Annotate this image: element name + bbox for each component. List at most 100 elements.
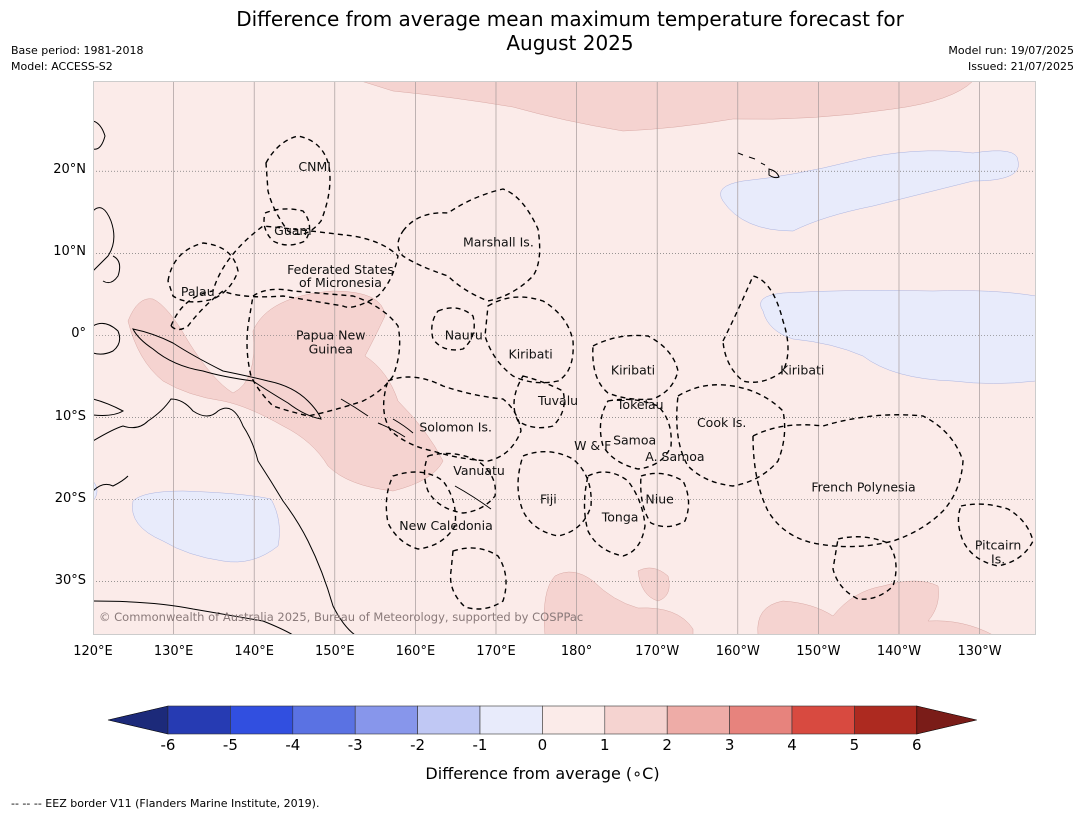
anomaly-cool-coralsea	[132, 490, 280, 563]
colorbar-segment	[666, 705, 730, 735]
longitude-tick-label: 170°E	[476, 644, 516, 659]
colorbar-segment	[230, 705, 294, 735]
new-caledonia	[454, 485, 492, 510]
colorbar-segment	[167, 705, 231, 735]
colorbar-tick-label: -3	[348, 736, 363, 754]
longitude-tick-label: 160°E	[395, 644, 436, 659]
eez-tuvalu	[513, 375, 565, 429]
solomon-islands	[340, 398, 414, 438]
eez-new-caledonia	[385, 471, 457, 550]
region-label: French Polynesia	[811, 479, 915, 494]
eez-solomon	[383, 376, 522, 462]
eez-palau	[167, 242, 239, 303]
region-label: Is.	[991, 551, 1005, 566]
eez-borders	[167, 135, 1034, 610]
region-label: W & F	[574, 438, 611, 453]
colorbar-segment	[354, 705, 418, 735]
longitude-tick-label: 140°W	[876, 644, 922, 659]
longitude-tick-label: 150°E	[315, 644, 355, 659]
colorbar-segment	[417, 705, 481, 735]
eez-pitcairn	[957, 503, 1034, 567]
region-label: Solomon Is.	[419, 419, 492, 434]
new-guinea-coastline	[132, 328, 322, 420]
eez-tokelau-samoa	[599, 398, 672, 470]
map-frame	[93, 81, 1036, 635]
colorbar-tick-label: 0	[538, 736, 548, 754]
anomaly-cool-north	[720, 150, 1019, 232]
meta-left: Base period: 1981-2018 Model: ACCESS-S2	[11, 43, 143, 75]
colorbar-segment	[292, 705, 356, 735]
eez-fiji	[517, 451, 592, 537]
longitude-tick-label: 120°E	[73, 644, 113, 659]
region-label: Palau	[181, 284, 215, 299]
colorbar-tick-label: -4	[285, 736, 300, 754]
colorbar-tick-label: -2	[410, 736, 425, 754]
region-label: Guam	[274, 223, 311, 238]
colorbar-segment	[729, 705, 793, 735]
colorbar-tick-label: -5	[223, 736, 238, 754]
region-label: Kiribati	[780, 363, 824, 378]
eez-south-loop	[449, 547, 507, 610]
region-label: Kiribati	[509, 346, 553, 361]
region-label: Niue	[645, 492, 674, 507]
anomaly-warm-png	[127, 290, 444, 492]
latitude-tick-label: 20°S	[54, 490, 86, 506]
region-label: Tokelau	[616, 397, 664, 412]
eez-vanuatu	[423, 452, 497, 514]
australia-coastline	[93, 398, 356, 635]
longitude-tick-label: 130°E	[153, 644, 194, 659]
colorbar-tick-label: 4	[787, 736, 797, 754]
region-label: Pitcairn	[975, 538, 1021, 553]
colorbar-tick-label: 2	[662, 736, 672, 754]
colorbar-segment	[479, 705, 543, 735]
region-label: A. Samoa	[645, 449, 704, 464]
philippines-coastline	[93, 120, 121, 284]
eez-png	[246, 288, 401, 417]
australia-southwest-coast	[93, 600, 294, 635]
model-run-text: Model run: 19/07/2025	[948, 44, 1074, 57]
map-title-line2: August 2025	[506, 31, 634, 55]
eez-cook	[676, 384, 786, 487]
issued-text: Issued: 21/07/2025	[967, 60, 1074, 73]
base-period-text: Base period: 1981-2018	[11, 44, 144, 57]
meta-right: Model run: 19/07/2025 Issued: 21/07/2025	[948, 43, 1074, 75]
longitude-tick-label: 180°	[560, 644, 593, 659]
indonesia-coastline	[93, 322, 125, 416]
anomaly-warm-south	[543, 571, 694, 635]
latitude-tick-label: 30°S	[54, 572, 86, 588]
colorbar: -6 -5 -4 -3 -2 -1 0 1 2 3 4 5 6	[105, 700, 985, 760]
region-label: New Caledonia	[399, 518, 492, 533]
colorbar-under-triangle	[107, 705, 169, 735]
eez-tonga	[583, 471, 646, 557]
eez-kiribati-phoenix	[592, 334, 679, 401]
latitude-tick-label: 10°N	[53, 244, 86, 260]
map-title: Difference from average mean maximum tem…	[0, 7, 1085, 55]
colorbar-segment	[604, 705, 668, 735]
latitude-tick-label: 0°	[71, 326, 86, 342]
anomaly-warm-patch	[637, 567, 670, 602]
region-label: Guinea	[309, 341, 353, 356]
map-title-line1: Difference from average mean maximum tem…	[236, 7, 904, 31]
region-label: Fiji	[540, 492, 557, 507]
region-label: Samoa	[613, 432, 656, 447]
anomaly-warm-southeast	[757, 580, 994, 635]
hawaii-islands	[737, 152, 780, 179]
region-label: Papua New	[296, 327, 365, 342]
colorbar-over-triangle	[916, 705, 977, 735]
colorbar-tick-label: 1	[600, 736, 610, 754]
eez-south-loop-east	[832, 536, 897, 600]
longitude-tick-label: 130°W	[957, 644, 1002, 659]
longitude-tick-label: 160°W	[715, 644, 760, 659]
map-panel: CNMI Guam Marshall Is. Federated States of M…	[93, 81, 1036, 635]
eez-nauru	[431, 307, 475, 351]
colorbar-tick-label: 5	[850, 736, 860, 754]
longitude-tick-label: 150°W	[796, 644, 841, 659]
region-label: Tuvalu	[537, 393, 578, 408]
colorbar-title: Difference from average (∘C)	[425, 764, 660, 783]
region-label: CNMI	[298, 159, 331, 174]
copyright-text: © Commonwealth of Australia 2025, Bureau…	[99, 610, 583, 624]
colorbar-svg: -6 -5 -4 -3 -2 -1 0 1 2 3 4 5 6	[107, 705, 977, 754]
colorbar-segment	[854, 705, 918, 735]
